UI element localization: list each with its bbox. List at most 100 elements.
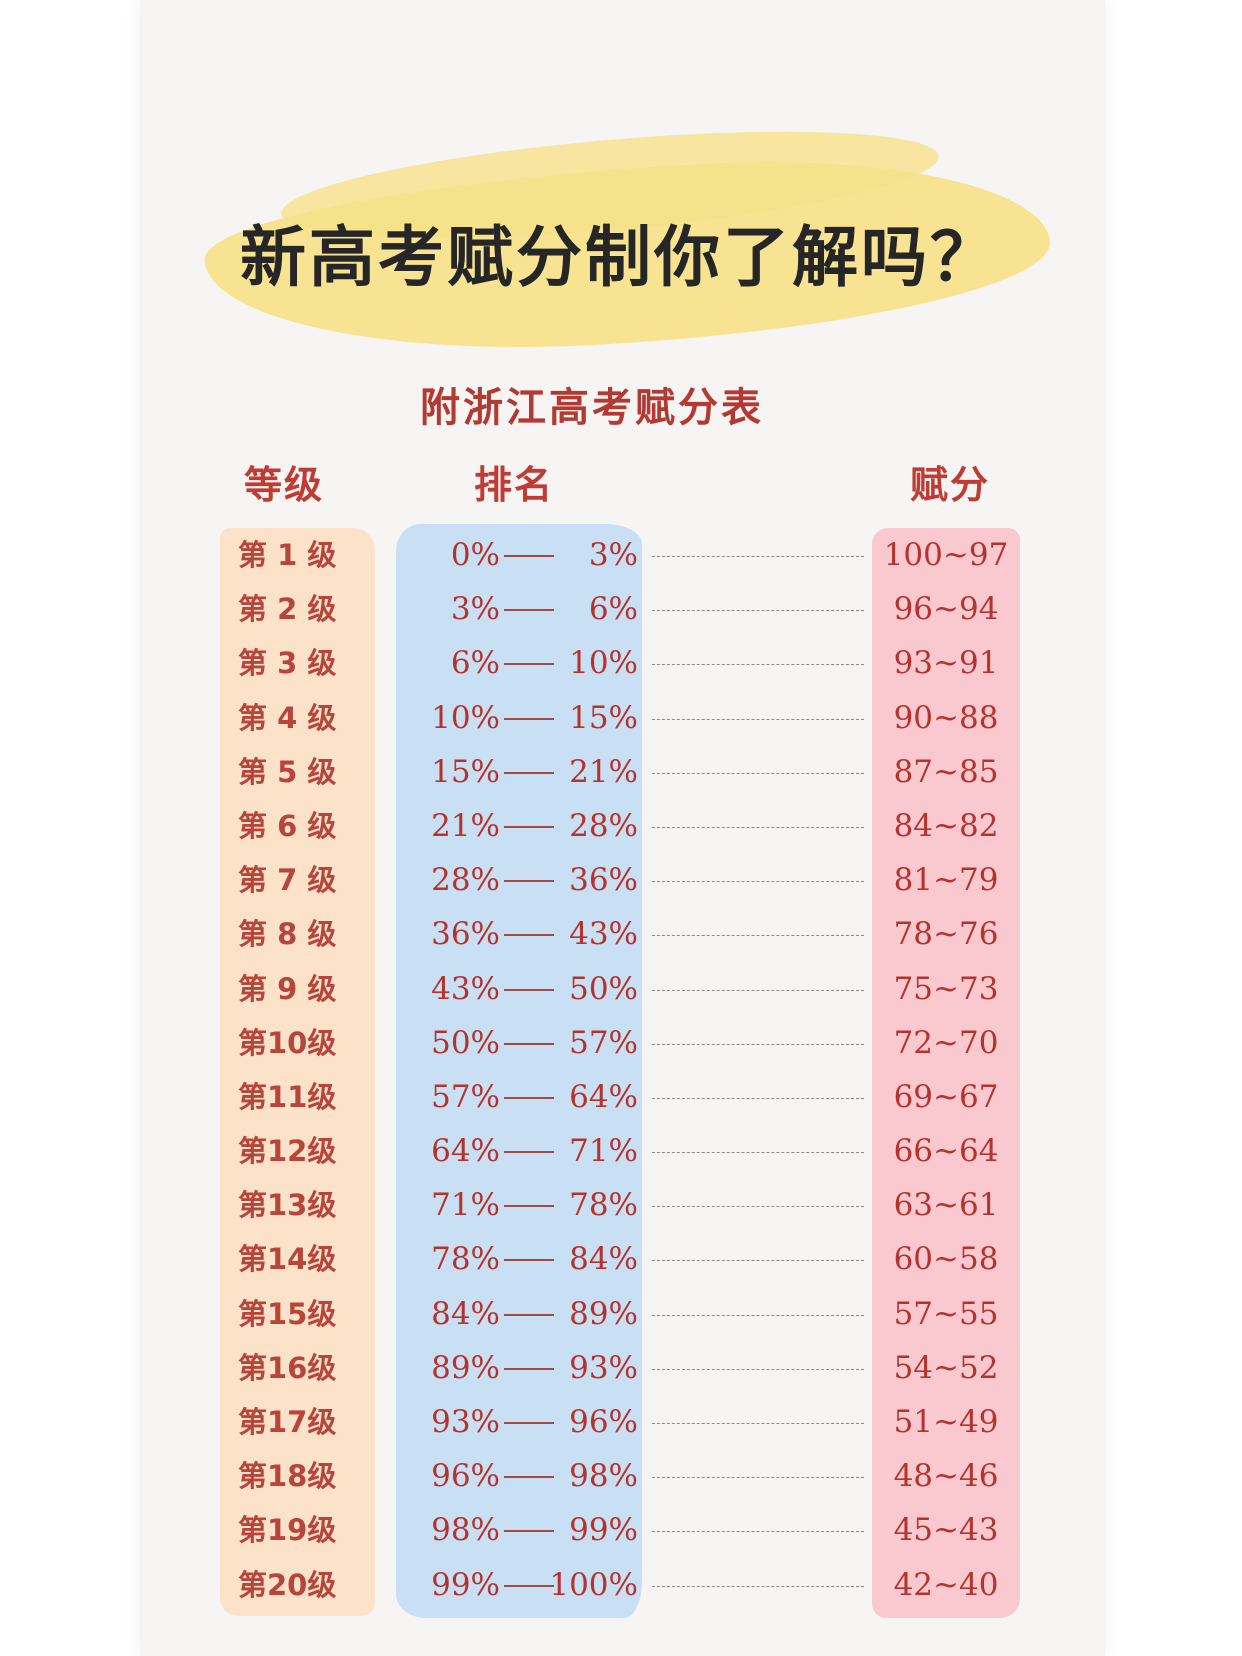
rank-to-cell: 6% [588, 591, 638, 628]
rank-to-cell: 89% [569, 1295, 638, 1332]
score-table: 第 1 级 0% 3% 100~97 第 2 级 3% 6% 96~94 第 3 级 6% 10% 9… [0, 528, 1242, 1612]
table-row: 第10级 50% 57% 72~70 [0, 1016, 1242, 1070]
dashed-leader-line [652, 1097, 864, 1099]
dashed-leader-line [652, 1043, 864, 1045]
rank-from-cell: 99% [431, 1566, 500, 1603]
grade-cell: 第 3 级 [238, 646, 337, 681]
grade-column-band [220, 528, 375, 1616]
table-row: 第 7 级 28% 36% 81~79 [0, 853, 1242, 907]
rank-from-cell: 6% [450, 645, 500, 682]
rank-separator [504, 825, 554, 828]
rank-to-cell: 36% [569, 862, 638, 899]
rank-separator [504, 1205, 554, 1208]
score-cell: 51~49 [893, 1404, 999, 1440]
dashed-leader-line [652, 935, 864, 937]
rank-from-cell: 43% [431, 970, 500, 1007]
grade-cell: 第16级 [238, 1350, 337, 1385]
rank-separator [504, 1259, 554, 1262]
table-row: 第19级 98% 99% 45~43 [0, 1503, 1242, 1557]
table-row: 第18级 96% 98% 48~46 [0, 1449, 1242, 1503]
dashed-leader-line [652, 826, 864, 828]
score-cell: 87~85 [893, 753, 999, 790]
rank-from-cell: 3% [450, 591, 500, 628]
rank-separator [504, 1584, 554, 1587]
rank-separator [504, 1151, 554, 1154]
score-cell: 69~67 [893, 1078, 999, 1115]
score-cell: 72~70 [893, 1024, 999, 1061]
dashed-leader-line [652, 989, 864, 991]
rank-to-cell: 3% [588, 537, 638, 573]
table-row: 第13级 71% 78% 63~61 [0, 1178, 1242, 1232]
rank-separator [504, 555, 554, 557]
rank-column-band [396, 524, 642, 1618]
rank-to-cell: 99% [569, 1512, 638, 1549]
rank-separator [504, 880, 554, 883]
rank-from-cell: 64% [431, 1133, 500, 1170]
rank-from-cell: 89% [431, 1349, 500, 1386]
table-row: 第 1 级 0% 3% 100~97 [0, 528, 1242, 582]
rank-from-cell: 28% [431, 862, 500, 899]
dashed-leader-line [652, 1206, 864, 1208]
table-row: 第16级 89% 93% 54~52 [0, 1341, 1242, 1395]
rank-separator [504, 934, 554, 937]
rank-to-cell: 96% [569, 1404, 638, 1440]
rank-from-cell: 98% [431, 1512, 500, 1549]
rank-from-cell: 84% [431, 1295, 500, 1332]
table-row: 第 3 级 6% 10% 93~91 [0, 636, 1242, 690]
dashed-leader-line [652, 1585, 864, 1587]
grade-cell: 第 4 级 [238, 700, 337, 735]
score-cell: 48~46 [893, 1458, 999, 1495]
dashed-leader-line [652, 1531, 864, 1533]
rank-to-cell: 93% [569, 1349, 638, 1386]
rank-separator [504, 771, 554, 774]
page-title: 新高考赋分制你了解吗？ [240, 219, 999, 296]
dashed-leader-line [652, 1314, 864, 1316]
dashed-leader-line [652, 1477, 864, 1479]
grade-cell: 第12级 [238, 1134, 337, 1169]
score-cell: 84~82 [893, 807, 999, 844]
dashed-leader-line [652, 610, 864, 612]
rank-from-cell: 0% [450, 537, 500, 573]
grade-cell: 第 5 级 [238, 754, 337, 789]
grade-cell: 第20级 [238, 1567, 337, 1602]
table-row: 第20级 99% 100% 42~40 [0, 1558, 1242, 1612]
table-row: 第 5 级 15% 21% 87~85 [0, 745, 1242, 799]
header-score: 赋分 [910, 463, 991, 507]
rank-separator [504, 1530, 554, 1533]
dashed-leader-line [652, 1260, 864, 1262]
rank-to-cell: 43% [569, 916, 638, 953]
dashed-leader-line [652, 1423, 864, 1424]
score-cell: 93~91 [893, 645, 999, 682]
grade-cell: 第17级 [238, 1405, 337, 1439]
rank-to-cell: 98% [569, 1458, 638, 1495]
score-cell: 57~55 [893, 1295, 999, 1332]
rank-from-cell: 21% [431, 807, 500, 844]
grade-cell: 第10级 [238, 1025, 337, 1060]
rank-separator [504, 1313, 554, 1316]
score-cell: 42~40 [893, 1566, 999, 1603]
table-row: 第 2 级 3% 6% 96~94 [0, 582, 1242, 636]
rank-from-cell: 78% [431, 1241, 500, 1278]
grade-cell: 第 9 级 [238, 971, 337, 1006]
grade-cell: 第 6 级 [238, 808, 337, 843]
rank-to-cell: 28% [569, 807, 638, 844]
dashed-leader-line [652, 556, 864, 557]
grade-cell: 第18级 [238, 1459, 337, 1494]
grade-cell: 第14级 [238, 1242, 337, 1277]
grade-cell: 第 8 级 [238, 917, 337, 952]
rank-separator [504, 1422, 554, 1424]
grade-cell: 第11级 [238, 1079, 337, 1114]
rank-to-cell: 15% [569, 699, 638, 736]
table-subtitle: 附浙江高考赋分表 [420, 385, 764, 431]
rank-from-cell: 15% [431, 753, 500, 790]
rank-from-cell: 93% [431, 1404, 500, 1440]
rank-from-cell: 96% [431, 1458, 500, 1495]
table-row: 第 9 级 43% 50% 75~73 [0, 962, 1242, 1016]
table-row: 第 8 级 36% 43% 78~76 [0, 907, 1242, 961]
score-cell: 100~97 [883, 537, 1009, 573]
grade-cell: 第 1 级 [238, 538, 337, 572]
score-cell: 66~64 [893, 1133, 999, 1170]
rank-from-cell: 57% [431, 1078, 500, 1115]
rank-from-cell: 71% [431, 1187, 500, 1224]
table-row: 第11级 57% 64% 69~67 [0, 1070, 1242, 1124]
